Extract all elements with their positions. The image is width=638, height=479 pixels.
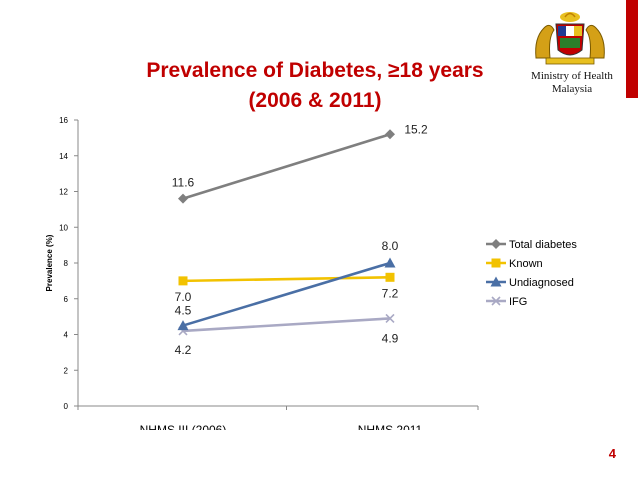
marker-stroke bbox=[491, 296, 501, 306]
data-point bbox=[385, 129, 395, 140]
marker-stroke bbox=[385, 313, 395, 323]
series-line bbox=[182, 261, 391, 327]
data-point bbox=[385, 272, 395, 282]
data-label: 4.5 bbox=[175, 304, 192, 318]
y-tick-label: 8 bbox=[64, 259, 69, 268]
title-line-1: Prevalence of Diabetes, ≥18 years bbox=[146, 59, 484, 82]
chart-axes: 0246810121416NHMS III (2006)NHMS 2011Pre… bbox=[45, 116, 520, 479]
data-label: 4.2 bbox=[175, 343, 192, 357]
y-tick-label: 10 bbox=[59, 223, 68, 232]
data-label: 15.2 bbox=[404, 122, 428, 136]
legend-marker bbox=[490, 276, 502, 287]
legend-marker bbox=[491, 296, 501, 306]
series-line bbox=[182, 317, 391, 333]
y-tick-label: 6 bbox=[64, 295, 69, 304]
data-label: 7.2 bbox=[382, 286, 399, 300]
legend-marker bbox=[491, 239, 501, 249]
data-point bbox=[385, 313, 395, 323]
data-point bbox=[178, 193, 188, 204]
coat-of-arms-icon bbox=[535, 12, 605, 65]
chart-legend: Total diabetes Known Undiagnosed IFG bbox=[486, 239, 577, 308]
data-label: 7.0 bbox=[175, 290, 192, 304]
y-tick-label: 16 bbox=[59, 116, 68, 125]
legend-marker bbox=[491, 258, 501, 268]
ministry-line-1: Ministry of Health bbox=[531, 70, 613, 82]
ministry-caption: Ministry of Health Malaysia bbox=[516, 70, 628, 96]
title-line-2: (2006 & 2011) bbox=[248, 89, 382, 112]
data-label: 4.9 bbox=[382, 331, 399, 345]
y-tick-label: 2 bbox=[64, 366, 69, 375]
y-axis-title: Prevalence (%) bbox=[45, 234, 54, 291]
series-line bbox=[182, 276, 391, 283]
y-tick-label: 12 bbox=[59, 188, 68, 197]
legend-label: IFG bbox=[509, 296, 527, 308]
data-point bbox=[384, 257, 396, 268]
slide-title: Prevalence of Diabetes, ≥18 years (2006 … bbox=[110, 56, 520, 116]
series-line bbox=[182, 133, 391, 200]
page-number: 4 bbox=[608, 446, 616, 461]
y-tick-label: 14 bbox=[59, 152, 68, 161]
legend-label: Undiagnosed bbox=[509, 277, 574, 289]
bottom-crop-mask bbox=[60, 430, 520, 479]
ministry-line-2: Malaysia bbox=[551, 83, 593, 95]
chart-series: 7.0 7.2 11.6 15.2 4.2 4.9 4.5 8.0 bbox=[172, 122, 428, 357]
data-point bbox=[177, 320, 189, 331]
y-tick-label: 4 bbox=[64, 331, 69, 340]
data-point bbox=[178, 276, 188, 286]
legend-label: Known bbox=[509, 258, 543, 270]
data-label: 11.6 bbox=[172, 176, 195, 190]
accent-bar bbox=[626, 0, 638, 98]
legend-label: Total diabetes bbox=[509, 239, 577, 251]
data-label: 8.0 bbox=[382, 239, 399, 253]
y-tick-label: 0 bbox=[64, 402, 69, 411]
